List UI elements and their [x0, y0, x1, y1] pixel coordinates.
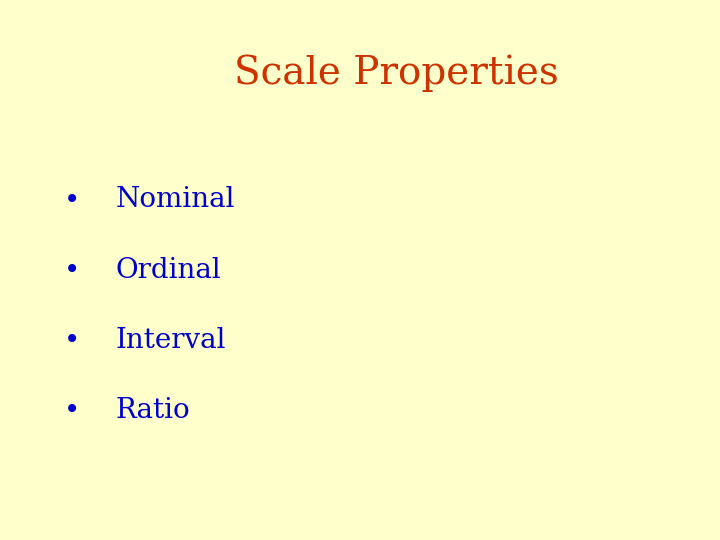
- Text: Interval: Interval: [115, 327, 225, 354]
- Text: Nominal: Nominal: [115, 186, 235, 213]
- Text: •: •: [64, 186, 80, 214]
- Text: Scale Properties: Scale Properties: [233, 54, 559, 92]
- Text: Ratio: Ratio: [115, 397, 190, 424]
- Text: Ordinal: Ordinal: [115, 256, 221, 284]
- Text: •: •: [64, 256, 80, 284]
- Text: •: •: [64, 326, 80, 354]
- Text: •: •: [64, 396, 80, 424]
